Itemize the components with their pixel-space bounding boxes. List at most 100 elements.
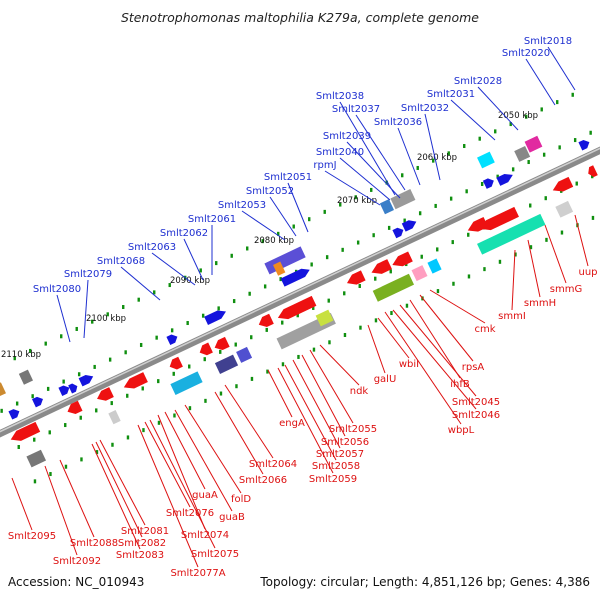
leader-line: [287, 182, 309, 233]
tick-mark: [173, 413, 176, 418]
gene-arrow: [482, 178, 494, 189]
leader-line: [137, 424, 199, 568]
tick-mark: [312, 305, 315, 310]
tick-mark: [308, 217, 311, 222]
tick-mark: [203, 357, 206, 362]
gene-label-smlt2036: Smlt2036: [374, 117, 422, 128]
tick-mark: [374, 318, 378, 323]
gene-arrow: [68, 383, 78, 394]
tick-mark: [277, 231, 280, 236]
tick-mark: [64, 464, 68, 469]
leader-line: [424, 113, 441, 181]
tick-mark: [17, 444, 20, 449]
gene-arrow: [496, 173, 513, 186]
tick-mark: [204, 398, 207, 403]
tick-mark: [199, 268, 202, 273]
gene-label-smlt2056: Smlt2056: [321, 437, 369, 448]
gene-label-smlt2057: Smlt2057: [316, 449, 364, 460]
tick-mark: [509, 122, 512, 127]
tick-mark: [420, 254, 423, 259]
gene-label-smlt2064: Smlt2064: [249, 459, 297, 470]
leader-line: [83, 279, 89, 339]
tick-mark: [186, 321, 189, 326]
gene-block: [477, 213, 546, 255]
tick-mark: [15, 401, 19, 406]
gene-arrow: [552, 176, 574, 192]
gene-arrow: [169, 356, 183, 370]
gene-label-smlt2051: Smlt2051: [264, 172, 312, 183]
gene-label-wbii: wbiI: [399, 359, 419, 370]
gene-label-smlt2062: Smlt2062: [160, 228, 208, 239]
leader-line: [174, 409, 233, 512]
tick-mark: [436, 247, 439, 252]
tick-mark: [266, 369, 269, 374]
tick-mark: [385, 180, 388, 185]
tick-mark: [449, 196, 453, 201]
gene-arrow: [401, 220, 417, 232]
tick-mark: [201, 313, 205, 318]
gene-block: [214, 354, 239, 374]
gene-label-rpsa: rpsA: [462, 362, 485, 373]
tick-mark: [168, 283, 171, 288]
gene-label-smmh: smmH: [524, 298, 556, 309]
tick-mark: [141, 386, 144, 391]
tick-mark: [79, 415, 82, 420]
leader-line: [419, 294, 474, 362]
tick-mark: [279, 277, 282, 282]
leader-line: [91, 443, 141, 550]
tick-mark: [529, 245, 533, 250]
tick-mark: [478, 136, 481, 141]
tick-mark: [575, 181, 578, 186]
gene-features: [0, 135, 598, 468]
gene-label-smlt2028: Smlt2028: [454, 76, 502, 87]
gene-label-guaa: guaA: [192, 490, 218, 501]
leader-line: [309, 349, 354, 424]
tick-mark: [137, 297, 140, 302]
leader-line: [399, 304, 477, 397]
gene-label-guab: guaB: [219, 512, 245, 523]
gene-label-smlt2032: Smlt2032: [401, 103, 449, 114]
gene-label-smlt2040: Smlt2040: [316, 147, 364, 158]
gene-block: [411, 265, 428, 282]
gene-arrow: [280, 268, 310, 287]
tick-mark: [110, 401, 113, 406]
tick-mark: [387, 225, 391, 230]
leader-line: [339, 157, 391, 201]
gene-label-uup: uup: [578, 267, 597, 278]
tick-mark: [405, 303, 409, 308]
kbp-label: 2080 kbp: [254, 236, 294, 246]
tick-mark: [122, 305, 125, 310]
gene-block: [170, 371, 203, 396]
gene-label-smmg: smmG: [550, 284, 582, 295]
accession-text: Accession: NC_010943: [8, 575, 144, 589]
leader-line: [339, 101, 396, 196]
gene-arrow: [8, 409, 20, 420]
tick-mark: [389, 269, 392, 274]
leader-line: [151, 252, 196, 286]
leader-line: [477, 86, 519, 131]
tick-mark: [401, 173, 404, 178]
gene-arrow: [578, 139, 590, 151]
tick-mark: [29, 348, 32, 353]
tick-mark: [281, 362, 285, 367]
tick-mark: [467, 232, 470, 237]
gene-arrow: [467, 216, 489, 232]
gene-label-rpmj: rpmJ: [313, 160, 336, 171]
leader-line: [511, 249, 516, 311]
gene-block: [18, 369, 34, 385]
tick-mark: [80, 457, 83, 462]
leader-line: [214, 391, 264, 475]
gene-label-smlt2059: Smlt2059: [309, 474, 357, 485]
leader-line: [544, 224, 567, 284]
map-title: Stenotrophomonas maltophilia K279a, comp…: [121, 10, 479, 25]
tick-mark: [250, 376, 254, 381]
tick-mark: [248, 291, 251, 296]
leader-line: [292, 359, 341, 449]
leader-line: [429, 289, 486, 324]
kbp-label: 2060 kbp: [417, 153, 457, 163]
kbp-label: 2110 kbp: [1, 350, 41, 360]
gene-block: [555, 200, 574, 218]
tick-mark: [432, 158, 435, 163]
tick-mark: [452, 281, 455, 286]
tick-mark: [560, 230, 564, 235]
